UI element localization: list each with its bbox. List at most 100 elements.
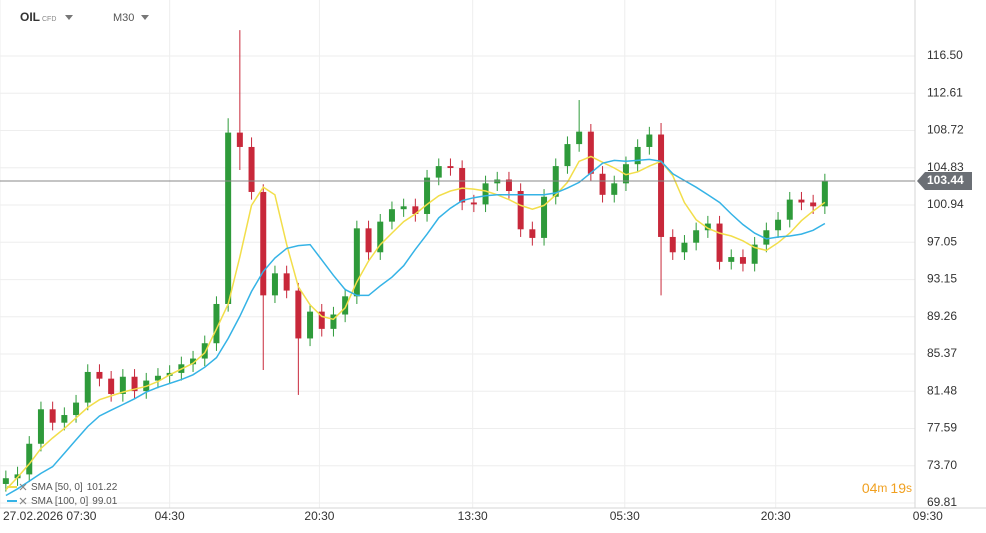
y-tick-label: 77.59 [927, 421, 957, 435]
candle-body [751, 244, 758, 264]
candle-body [775, 219, 782, 231]
candle-body [342, 296, 349, 315]
legend-value: 99.01 [92, 496, 117, 507]
y-tick-label: 85.37 [927, 346, 957, 360]
y-tick-label: 100.94 [927, 197, 964, 211]
legend-entry: SMA [100, 0] 99.01 [31, 496, 118, 507]
candle-body [459, 168, 466, 203]
candle-body [154, 375, 161, 381]
axes: 116.50 112.61 108.72 104.83 100.94 97.05 93.15… [3, 48, 964, 523]
sma-line [5, 158, 826, 497]
legend-name: SMA [100, 0] [31, 496, 88, 507]
candle-body [236, 132, 243, 147]
candle-body [225, 132, 232, 304]
y-tick-label: 89.26 [927, 309, 957, 323]
y-tick-label: 93.15 [927, 272, 957, 286]
candle-body [108, 378, 115, 394]
candle-body [271, 273, 278, 296]
candle-body [716, 223, 723, 262]
candle-body [412, 206, 419, 214]
countdown: 04m 19s [862, 480, 912, 496]
candle-body [622, 164, 629, 184]
candle-body [587, 131, 594, 174]
legend-remove[interactable] [19, 483, 27, 491]
x-tick-label: 04:30 [155, 509, 185, 523]
candle-body [424, 177, 431, 214]
candle-body [400, 206, 407, 210]
candle-body [26, 443, 33, 475]
plot-area [2, 30, 828, 497]
candle-body [728, 257, 735, 262]
candle-body [260, 191, 267, 296]
countdown-s: s [906, 481, 912, 495]
symbol[interactable]: OIL [20, 10, 40, 24]
candle-body [576, 131, 583, 145]
candle-body [307, 311, 314, 339]
candle-body [295, 290, 302, 339]
y-tick-label: 104.83 [927, 160, 964, 174]
candle-body [435, 166, 442, 178]
candle-body [84, 371, 91, 403]
y-tick-label: 116.50 [927, 48, 963, 62]
last-price-label: 103.44 [927, 173, 964, 187]
candle-body [73, 402, 80, 416]
last-price-tag [917, 172, 972, 191]
legend-remove[interactable] [19, 497, 27, 505]
y-tick-label: 97.05 [927, 234, 957, 248]
candle-body [131, 376, 138, 392]
x-tick-label: 27.02.2026 07:30 [3, 509, 97, 523]
legend-entry: SMA [50, 0] 101.22 [31, 482, 118, 493]
candle-body [190, 358, 197, 365]
candle-body [377, 221, 384, 253]
candle-body [353, 228, 360, 297]
candle-body [505, 179, 512, 192]
candle-body [681, 242, 688, 253]
candle-body [810, 202, 817, 207]
candle-body [470, 202, 477, 205]
candle-body [599, 173, 606, 195]
legend: SMA [50, 0] 101.22 SMA [100, 0] 99.01 [7, 482, 118, 507]
x-tick-label: 20:30 [304, 509, 334, 523]
candle-body [611, 183, 618, 195]
candle-body [318, 311, 325, 329]
timeframe[interactable]: M30 [113, 12, 134, 24]
candle-body [541, 196, 548, 238]
countdown-seconds: 19 [890, 480, 906, 496]
candle-body [283, 273, 290, 291]
candle-body [388, 209, 395, 222]
instrument-type: CFD [42, 16, 56, 23]
candle-body [517, 191, 524, 230]
sma-line [5, 155, 826, 491]
candle-body [482, 183, 489, 205]
y-tick-label: 108.72 [927, 123, 964, 137]
candle-body [447, 166, 454, 169]
symbol-dropdown[interactable] [65, 15, 73, 20]
candle-body [330, 314, 337, 329]
timeframe-dropdown[interactable] [141, 15, 149, 20]
x-tick-label: 09:30 [913, 509, 943, 523]
x-tick-label: 20:30 [761, 509, 791, 523]
candle-body [61, 415, 68, 423]
candle-body [2, 478, 9, 484]
candle-body [248, 146, 255, 192]
candle-body [365, 228, 372, 253]
legend-name: SMA [50, 0] [31, 482, 83, 493]
candle-body [658, 134, 665, 237]
candle-body [201, 343, 208, 359]
candle-body [96, 371, 103, 379]
candle-body [119, 376, 126, 394]
candle-body [704, 223, 711, 231]
legend-value: 101.22 [87, 482, 118, 493]
candle-body [693, 230, 700, 243]
candle-body [213, 303, 220, 344]
y-tick-label: 73.70 [927, 458, 957, 472]
y-tick-label: 69.81 [927, 495, 957, 509]
candle-body [646, 134, 653, 147]
candle-body [634, 146, 641, 165]
candle-body [786, 199, 793, 220]
candle-body [564, 144, 571, 167]
y-tick-label: 112.61 [927, 85, 963, 99]
x-tick-label: 13:30 [458, 509, 488, 523]
